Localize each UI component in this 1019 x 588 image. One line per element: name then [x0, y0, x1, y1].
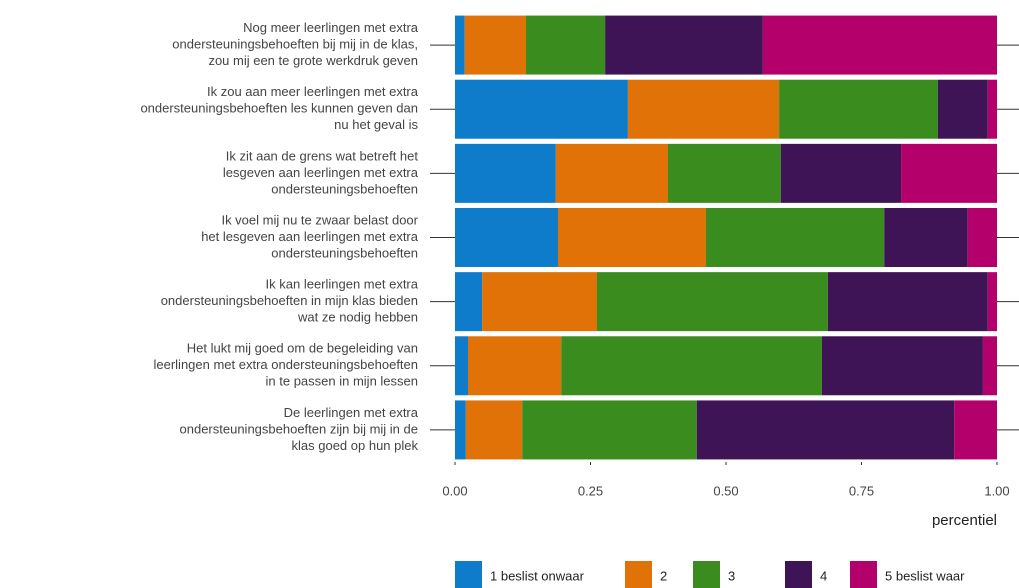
- bar-segment: [455, 143, 556, 203]
- bar-segment: [987, 79, 997, 139]
- bar-segment: [827, 272, 988, 332]
- y-tick-label: Ik zou aan meer leerlingen met extra: [207, 84, 419, 99]
- x-tick-label: 0.75: [849, 483, 874, 498]
- y-tick-label: Ik voel mij nu te zwaar belast door: [221, 212, 418, 227]
- bar-segment: [455, 208, 558, 267]
- bar-segment: [468, 336, 562, 396]
- bar-segment: [555, 143, 669, 203]
- bar-segment: [937, 79, 988, 139]
- y-tick-label: het lesgeven aan leerlingen met extra: [201, 229, 419, 244]
- legend-label: 1 beslist onwaar: [490, 568, 585, 583]
- bar-segment: [597, 272, 828, 332]
- legend-swatch: [785, 561, 812, 588]
- bar-segment: [821, 336, 983, 396]
- bar-segment: [482, 272, 598, 332]
- y-tick-label: ondersteuningsbehoeften les kunnen geven…: [140, 101, 418, 116]
- bar-segment: [705, 208, 885, 267]
- bar-segment: [762, 15, 997, 75]
- y-tick-label: De leerlingen met extra: [284, 405, 419, 420]
- bar-segment: [464, 15, 527, 75]
- bar-segment: [455, 272, 483, 332]
- y-tick-label: ondersteuningsbehoeften in mijn klas bie…: [161, 293, 418, 308]
- bar-segment: [779, 79, 938, 139]
- x-tick-label: 0.00: [442, 483, 467, 498]
- y-tick-label: wat ze nodig hebben: [297, 310, 418, 325]
- bar-segment: [780, 143, 902, 203]
- bar-segment: [522, 400, 697, 460]
- legend-label: 5 beslist waar: [885, 568, 965, 583]
- bar-segment: [605, 15, 763, 75]
- legend-label: 2: [660, 568, 667, 583]
- y-tick-label: ondersteuningsbehoeften zijn bij mij in …: [180, 421, 419, 436]
- x-tick-label: 0.50: [713, 483, 738, 498]
- legend-swatch: [693, 561, 720, 588]
- bar-segment: [557, 208, 706, 267]
- bar-segment: [696, 400, 955, 460]
- bar-segment: [455, 336, 469, 396]
- y-tick-label: Ik zit aan de grens wat betreft het: [226, 148, 419, 163]
- legend-label: 3: [728, 568, 735, 583]
- x-axis-label: percentiel: [932, 512, 997, 529]
- bar-segment: [455, 79, 628, 139]
- bar-segment: [465, 400, 523, 460]
- bar-segment: [526, 15, 606, 75]
- y-tick-label: leerlingen met extra ondersteuningsbehoe…: [153, 357, 418, 372]
- y-tick-label: nu het geval is: [334, 117, 418, 132]
- y-tick-label: zou mij een te grote werkdruk geven: [208, 53, 418, 68]
- legend-swatch: [455, 561, 482, 588]
- y-tick-label: ondersteuningsbehoeften: [271, 245, 418, 260]
- y-tick-label: klas goed op hun plek: [292, 438, 419, 453]
- x-tick-label: 0.25: [578, 483, 603, 498]
- bar-segment: [884, 208, 968, 267]
- y-tick-label: Het lukt mij goed om de begeleiding van: [187, 341, 418, 356]
- legend-swatch: [850, 561, 877, 588]
- bar-segment: [987, 272, 997, 332]
- legend-label: 4: [820, 568, 827, 583]
- bar-segment: [455, 15, 465, 75]
- bar-segment: [954, 400, 997, 460]
- bar-segment: [455, 400, 466, 460]
- bar-segment: [901, 143, 997, 203]
- y-tick-label: ondersteuningsbehoeften bij mij in de kl…: [172, 37, 418, 52]
- x-tick-label: 1.00: [984, 483, 1009, 498]
- y-tick-label: ondersteuningsbehoeften: [271, 181, 418, 196]
- bar-segment: [668, 143, 781, 203]
- bar-segment: [967, 208, 997, 267]
- y-tick-label: Nog meer leerlingen met extra: [243, 20, 419, 35]
- y-tick-label: in te passen in mijn lessen: [266, 374, 418, 389]
- legend-swatch: [625, 561, 652, 588]
- bar-segment: [982, 336, 997, 396]
- bar-segment: [627, 79, 780, 139]
- bar-segment: [561, 336, 822, 396]
- y-tick-label: Ik kan leerlingen met extra: [266, 277, 419, 292]
- y-tick-label: lesgeven aan leerlingen met extra: [223, 165, 419, 180]
